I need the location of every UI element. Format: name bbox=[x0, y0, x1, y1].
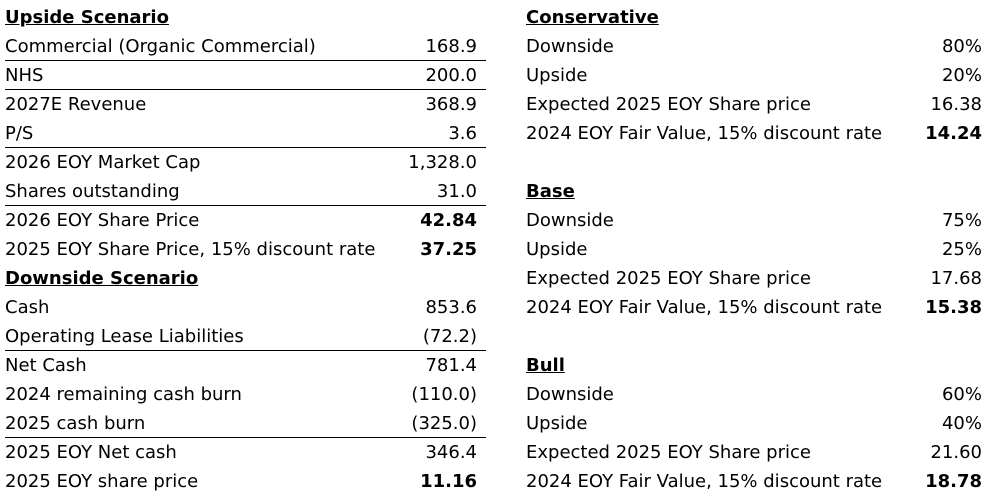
table-row: Net Cash 781.4 bbox=[5, 351, 486, 380]
row-value: 346.4 bbox=[425, 442, 477, 463]
row-label: Commercial (Organic Commercial) bbox=[5, 35, 316, 57]
upside-scenario-header: Upside Scenario bbox=[5, 7, 169, 28]
table-row: 2024 EOY Fair Value, 15% discount rate 1… bbox=[526, 467, 982, 496]
table-row: Downside 60% bbox=[526, 380, 982, 409]
table-row: Upside 40% bbox=[526, 409, 982, 438]
row-value: 42.84 bbox=[420, 210, 477, 231]
row-label: 2026 EOY Market Cap bbox=[5, 152, 201, 173]
table-row: Commercial (Organic Commercial) 168.9 bbox=[5, 32, 486, 61]
table-row: Expected 2025 EOY Share price 17.68 bbox=[526, 264, 982, 293]
row-label: 2026 EOY Share Price bbox=[5, 210, 200, 231]
row-value: 18.78 bbox=[925, 471, 982, 492]
table-row: Operating Lease Liabilities (72.2) bbox=[5, 322, 486, 351]
table-row: 2026 EOY Share Price 42.84 bbox=[5, 206, 486, 235]
table-row: 2026 EOY Market Cap 1,328.0 bbox=[5, 148, 486, 177]
row-value: (325.0) bbox=[411, 412, 477, 434]
table-row: 2027E Revenue 368.9 bbox=[5, 90, 486, 119]
row-value: 37.25 bbox=[420, 239, 477, 260]
bull-header: Bull bbox=[526, 355, 565, 376]
row-value: 11.16 bbox=[420, 471, 477, 492]
table-row: Downside 80% bbox=[526, 32, 982, 61]
downside-scenario-header: Downside Scenario bbox=[5, 268, 199, 289]
base-header: Base bbox=[526, 181, 575, 202]
table-row: 2024 remaining cash burn (110.0) bbox=[5, 380, 486, 409]
row-label: 2025 EOY share price bbox=[5, 471, 199, 492]
table-row: NHS 200.0 bbox=[5, 61, 486, 90]
table-row: Downside 75% bbox=[526, 206, 982, 235]
row-label: 2025 EOY Share Price, 15% discount rate bbox=[5, 239, 376, 260]
table-row: Cash 853.6 bbox=[5, 293, 486, 322]
row-label: Downside bbox=[526, 384, 614, 405]
row-label: Operating Lease Liabilities bbox=[5, 325, 244, 347]
row-value: 60% bbox=[941, 384, 982, 405]
row-value: 1,328.0 bbox=[408, 152, 477, 173]
row-value: 20% bbox=[941, 65, 982, 86]
left-table: Upside Scenario Commercial (Organic Comm… bbox=[5, 3, 486, 496]
row-label: Expected 2025 EOY Share price bbox=[526, 442, 811, 463]
row-value: 17.68 bbox=[930, 268, 982, 289]
row-label: Downside bbox=[526, 36, 614, 57]
row-value: 15.38 bbox=[925, 297, 982, 318]
row-label: 2025 cash burn bbox=[5, 412, 146, 434]
row-value: 21.60 bbox=[930, 442, 982, 463]
row-label: 2024 EOY Fair Value, 15% discount rate bbox=[526, 471, 883, 492]
row-value: 853.6 bbox=[425, 297, 477, 318]
row-value: 3.6 bbox=[448, 122, 477, 144]
row-label: 2027E Revenue bbox=[5, 94, 147, 115]
table-row: 2025 EOY Share Price, 15% discount rate … bbox=[5, 235, 486, 264]
spacer bbox=[526, 148, 982, 177]
row-label: Upside bbox=[526, 65, 588, 86]
row-label: Net Cash bbox=[5, 355, 87, 376]
row-value: 368.9 bbox=[425, 94, 477, 115]
table-row: Upside 20% bbox=[526, 61, 982, 90]
row-label: Downside bbox=[526, 210, 614, 231]
row-label: Cash bbox=[5, 297, 50, 318]
table-row: 2025 EOY share price 11.16 bbox=[5, 467, 486, 496]
table-row: 2024 EOY Fair Value, 15% discount rate 1… bbox=[526, 293, 982, 322]
row-value: (110.0) bbox=[411, 384, 477, 405]
table-row: Shares outstanding 31.0 bbox=[5, 177, 486, 206]
table-row: Upside 25% bbox=[526, 235, 982, 264]
row-label: Expected 2025 EOY Share price bbox=[526, 268, 811, 289]
row-label: Upside bbox=[526, 413, 588, 434]
row-label: Expected 2025 EOY Share price bbox=[526, 94, 811, 115]
table-row: 2024 EOY Fair Value, 15% discount rate 1… bbox=[526, 119, 982, 148]
row-value: 781.4 bbox=[425, 355, 477, 376]
row-value: (72.2) bbox=[422, 325, 477, 347]
conservative-header: Conservative bbox=[526, 7, 659, 28]
row-value: 75% bbox=[941, 210, 982, 231]
table-row: P/S 3.6 bbox=[5, 119, 486, 148]
row-label: NHS bbox=[5, 64, 44, 86]
row-value: 14.24 bbox=[925, 123, 982, 144]
row-label: 2024 EOY Fair Value, 15% discount rate bbox=[526, 123, 883, 144]
row-value: 31.0 bbox=[436, 180, 477, 202]
row-label: Shares outstanding bbox=[5, 180, 180, 202]
row-value: 40% bbox=[941, 413, 982, 434]
row-value: 16.38 bbox=[930, 94, 982, 115]
table-row: Expected 2025 EOY Share price 16.38 bbox=[526, 90, 982, 119]
row-value: 168.9 bbox=[425, 35, 477, 57]
row-label: P/S bbox=[5, 122, 34, 144]
table-row: Expected 2025 EOY Share price 21.60 bbox=[526, 438, 982, 467]
table-row: 2025 cash burn (325.0) bbox=[5, 409, 486, 438]
row-label: 2024 EOY Fair Value, 15% discount rate bbox=[526, 297, 883, 318]
row-value: 80% bbox=[941, 36, 982, 57]
row-label: 2025 EOY Net cash bbox=[5, 442, 177, 463]
row-value: 200.0 bbox=[425, 64, 477, 86]
row-value: 25% bbox=[941, 239, 982, 260]
spacer bbox=[526, 322, 982, 351]
right-table: Conservative Downside 80% Upside 20% Exp… bbox=[526, 3, 982, 496]
row-label: Upside bbox=[526, 239, 588, 260]
row-label: 2024 remaining cash burn bbox=[5, 384, 242, 405]
table-row: 2025 EOY Net cash 346.4 bbox=[5, 438, 486, 467]
